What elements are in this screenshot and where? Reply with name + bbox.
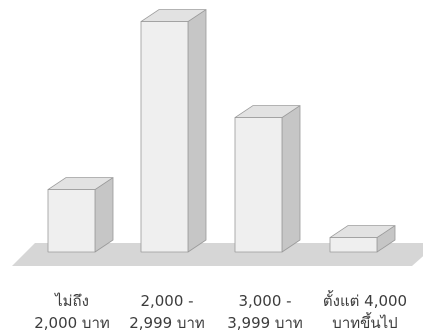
bar-3-side — [281, 105, 301, 253]
bar-2-side — [187, 9, 207, 253]
bar-2 — [140, 9, 207, 253]
chart-floor — [12, 243, 423, 266]
category-label-3-line-2: 3,999 บาท — [227, 314, 303, 332]
category-label-4-line-1: ตั้งแต่ 4,000 — [322, 292, 408, 310]
bar-4 — [329, 225, 396, 253]
category-label-3: 3,000 - 3,999 บาท — [210, 290, 320, 334]
bar-1-side — [94, 177, 114, 253]
category-label-4-line-2: บาทขึ้นไป — [332, 314, 398, 332]
category-label-1-line-1: ไม่ถึง — [55, 292, 89, 310]
bar-3-front — [234, 117, 283, 253]
bar-1 — [47, 177, 114, 253]
bar-3 — [234, 105, 301, 253]
category-label-1-line-2: 2,000 บาท — [34, 314, 110, 332]
bar-1-front — [47, 189, 96, 253]
category-label-1: ไม่ถึง 2,000 บาท — [17, 290, 127, 334]
category-label-2-line-2: 2,999 บาท — [129, 314, 205, 332]
category-label-2: 2,000 - 2,999 บาท — [112, 290, 222, 334]
category-label-3-line-1: 3,000 - — [238, 292, 292, 310]
bar-2-front — [140, 21, 189, 253]
category-label-2-line-1: 2,000 - — [140, 292, 194, 310]
category-label-4: ตั้งแต่ 4,000 บาทขึ้นไป — [310, 290, 420, 334]
bars-group — [47, 9, 396, 253]
bar-4-front — [329, 237, 378, 253]
